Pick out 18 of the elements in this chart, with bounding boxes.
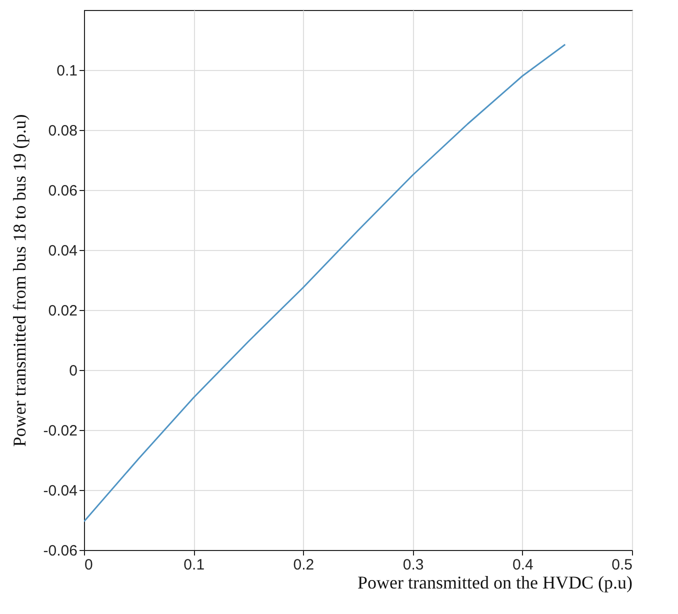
x-tick-label: 0 (84, 556, 93, 574)
x-tick-label: 0.5 (612, 556, 632, 574)
y-tick-label: -0.02 (43, 422, 78, 440)
y-tick-label: 0.1 (56, 62, 78, 80)
y-tick-label: 0.02 (48, 302, 78, 320)
y-axis-title: Power transmitted from bus 18 to bus 19 (p.u) (9, 114, 30, 447)
x-axis-title: Power transmitted on the HVDC (p.u) (358, 572, 632, 592)
x-tick-label: 0.2 (293, 556, 314, 574)
x-tick-label: 0.3 (402, 556, 424, 574)
y-tick-label: 0.04 (48, 242, 78, 260)
y-tick-label: -0.06 (43, 542, 78, 560)
x-tick-label: 0.1 (184, 556, 205, 574)
y-tick-label: 0 (69, 362, 78, 380)
y-tick-label: -0.04 (43, 482, 78, 500)
y-tick-label: 0.08 (48, 122, 78, 140)
line-series (84, 44, 566, 522)
y-tick-label: 0.06 (48, 182, 78, 200)
x-tick-label: 0.4 (512, 556, 534, 574)
